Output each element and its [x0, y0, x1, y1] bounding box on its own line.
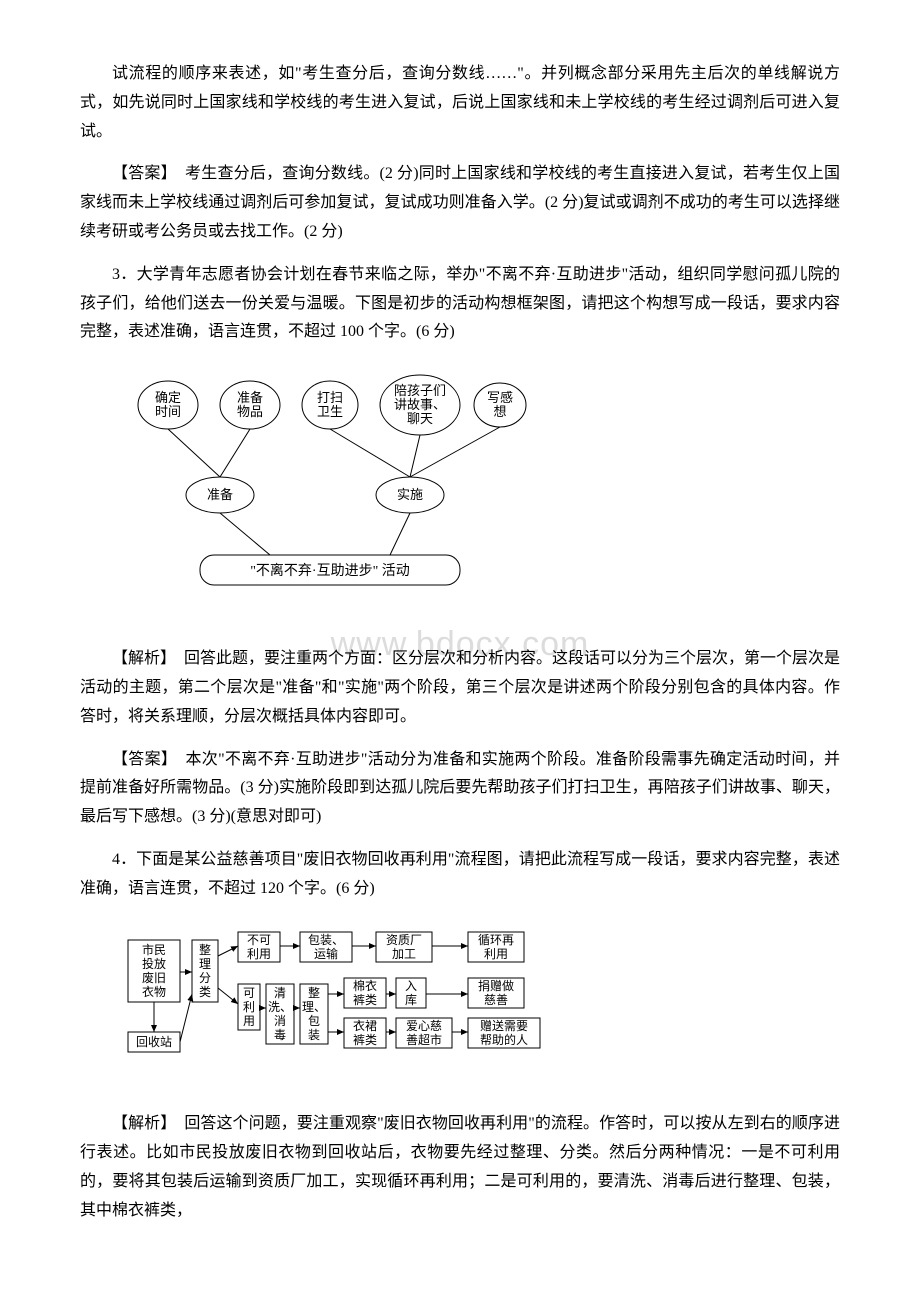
svg-text:毒: 毒	[274, 1028, 286, 1042]
svg-text:整: 整	[199, 942, 211, 957]
svg-text:善超市: 善超市	[406, 1032, 442, 1047]
question-3: 3．大学青年志愿者协会计划在春节来临之际，举办"不离不弃·互助进步"活动，组织同…	[80, 261, 840, 347]
activity-plan-svg: 确定时间准备物品打扫卫生陪孩子们讲故事、聊天写感想准备实施"不离不弃·互助进步"…	[120, 365, 540, 595]
svg-text:用: 用	[243, 1014, 255, 1028]
svg-text:利用: 利用	[484, 947, 508, 961]
paragraph: 试流程的顺序来表述，如"考生查分后，查询分数线……"。并列概念部分采用先主后次的…	[80, 60, 840, 146]
diagram-2-recycle-flow: 市民投放废旧衣物整理分类不可利用可利用清洗、消毒整理、包装包装、运输资质厂加工棉…	[120, 922, 840, 1093]
svg-text:实施: 实施	[397, 487, 423, 502]
svg-text:市民: 市民	[142, 942, 166, 957]
svg-text:入: 入	[405, 979, 417, 993]
svg-text:陪孩子们: 陪孩子们	[394, 383, 446, 398]
svg-text:爱心慈: 爱心慈	[406, 1018, 442, 1033]
diagram-1-activity-plan: 确定时间准备物品打扫卫生陪孩子们讲故事、聊天写感想准备实施"不离不弃·互助进步"…	[120, 365, 840, 606]
svg-text:"不离不弃·互助进步" 活动: "不离不弃·互助进步" 活动	[250, 562, 410, 579]
svg-text:可: 可	[243, 986, 255, 1000]
svg-text:包装、: 包装、	[308, 933, 344, 947]
svg-text:捐赠做: 捐赠做	[478, 978, 514, 993]
svg-text:想: 想	[493, 404, 506, 419]
svg-text:时间: 时间	[155, 404, 181, 419]
svg-text:分: 分	[199, 971, 211, 985]
svg-text:理、: 理、	[302, 1000, 326, 1014]
svg-text:准备: 准备	[207, 487, 233, 502]
svg-text:废旧: 废旧	[142, 970, 166, 985]
svg-text:裤类: 裤类	[353, 1033, 377, 1047]
svg-text:准备: 准备	[237, 390, 263, 405]
answer-paragraph: 【答案】 考生查分后，查询分数线。(2 分)同时上国家线和学校线的考生直接进入复…	[80, 160, 840, 246]
svg-text:投放: 投放	[142, 956, 166, 971]
svg-text:理: 理	[199, 957, 211, 971]
svg-text:消: 消	[274, 1014, 286, 1028]
svg-text:库: 库	[405, 992, 417, 1007]
svg-text:慈善: 慈善	[484, 992, 508, 1007]
svg-text:讲故事、: 讲故事、	[394, 397, 446, 412]
answer-paragraph: 【答案】 本次"不离不弃·互助进步"活动分为准备和实施两个阶段。准备阶段需事先确…	[80, 746, 840, 832]
svg-text:帮助的人: 帮助的人	[480, 1032, 528, 1047]
svg-text:棉衣: 棉衣	[353, 978, 377, 993]
svg-text:循环再: 循环再	[478, 933, 514, 947]
svg-text:包: 包	[308, 1014, 320, 1028]
svg-text:装: 装	[308, 1028, 320, 1042]
svg-text:赠送需要: 赠送需要	[480, 1018, 528, 1033]
svg-text:资质厂: 资质厂	[386, 933, 422, 947]
svg-text:裤类: 裤类	[353, 993, 377, 1007]
svg-text:整: 整	[308, 985, 320, 1000]
question-4: 4．下面是某公益慈善项目"废旧衣物回收再利用"流程图，请把此流程写成一段话，要求…	[80, 846, 840, 904]
svg-text:清: 清	[274, 986, 286, 1000]
svg-text:衣物: 衣物	[142, 984, 166, 999]
analysis-paragraph: 【解析】 回答此题，要注重两个方面：区分层次和分析内容。这段话可以分为三个层次，…	[80, 645, 840, 731]
svg-text:卫生: 卫生	[317, 404, 343, 419]
svg-text:聊天: 聊天	[407, 411, 433, 426]
svg-text:打扫: 打扫	[317, 390, 343, 405]
analysis-paragraph: 【解析】 回答这个问题，要注重观察"废旧衣物回收再利用"的流程。作答时，可以按从…	[80, 1110, 840, 1225]
svg-text:类: 类	[199, 985, 211, 999]
svg-text:物品: 物品	[237, 404, 263, 419]
svg-text:回收站: 回收站	[136, 1035, 172, 1049]
svg-text:衣裙: 衣裙	[353, 1018, 377, 1033]
svg-text:利用: 利用	[247, 947, 271, 961]
svg-text:加工: 加工	[392, 947, 416, 961]
svg-text:不可: 不可	[247, 933, 271, 947]
recycle-flow-svg: 市民投放废旧衣物整理分类不可利用可利用清洗、消毒整理、包装包装、运输资质厂加工棉…	[120, 922, 590, 1082]
svg-text:写感: 写感	[487, 390, 513, 405]
svg-text:确定: 确定	[155, 390, 181, 405]
svg-text:利: 利	[243, 1000, 255, 1014]
svg-text:洗、: 洗、	[268, 1000, 292, 1014]
svg-text:运输: 运输	[314, 946, 338, 961]
